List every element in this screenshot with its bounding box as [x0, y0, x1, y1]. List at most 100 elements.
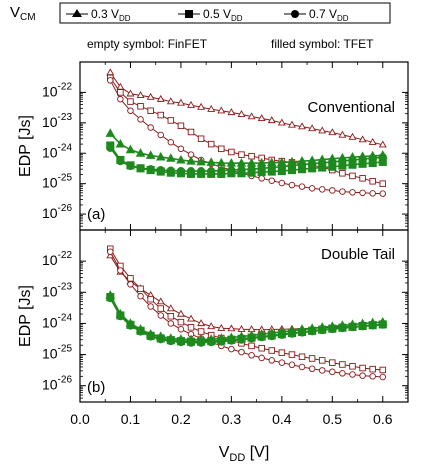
- data-point-tfet-0-7-vdd: [378, 153, 387, 162]
- data-point-finfet-0-5-vdd: [379, 180, 387, 187]
- x-axis-label: VDD [V]: [219, 444, 270, 464]
- data-point-finfet-0-3-vdd: [207, 104, 216, 112]
- data-point-finfet-0-5-vdd: [349, 363, 356, 370]
- data-point-tfet-0-7-vdd: [136, 164, 145, 173]
- data-point-finfet-0-3-vdd: [197, 319, 206, 327]
- panel-a-ylabel: EDP [Js]: [17, 115, 34, 177]
- data-point-finfet-0-7-vdd: [288, 361, 296, 369]
- data-point-finfet-0-5-vdd: [157, 111, 164, 119]
- data-point-tfet-0-7-vdd: [287, 161, 296, 170]
- data-point-finfet-0-3-vdd: [338, 130, 347, 138]
- data-point-finfet-0-7-vdd: [258, 175, 265, 182]
- data-point-tfet-0-7-vdd: [217, 337, 226, 346]
- data-point-finfet-0-7-vdd: [127, 281, 134, 288]
- data-point-tfet-0-7-vdd: [146, 332, 155, 341]
- data-point-finfet-0-3-vdd: [207, 322, 216, 330]
- data-point-tfet-0-3-vdd: [155, 151, 166, 161]
- data-point-finfet-0-7-vdd: [248, 352, 255, 359]
- series-line-tfet-0-7-vdd: [109, 147, 383, 172]
- data-point-finfet-0-3-vdd: [217, 323, 226, 331]
- data-point-tfet-0-7-vdd: [328, 157, 337, 166]
- data-point-finfet-0-3-vdd: [126, 89, 135, 97]
- data-point-finfet-0-5-vdd: [258, 344, 265, 352]
- data-point-finfet-0-5-vdd: [268, 347, 276, 354]
- circle-marker-icon: [291, 10, 299, 18]
- data-point-finfet-0-7-vdd: [157, 312, 164, 319]
- series-line-finfet-0-5-vdd: [109, 77, 383, 185]
- data-point-tfet-0-7-vdd: [176, 338, 185, 347]
- legend-title: VCM: [10, 4, 36, 23]
- data-point-finfet-0-7-vdd: [318, 367, 326, 374]
- data-point-tfet-0-3-vdd: [206, 157, 216, 166]
- data-point-finfet-0-5-vdd: [147, 107, 154, 114]
- data-point-tfet-0-7-vdd: [368, 321, 377, 330]
- data-point-finfet-0-7-vdd: [228, 345, 235, 353]
- data-point-finfet-0-5-vdd: [207, 140, 215, 148]
- data-point-finfet-0-7-vdd: [339, 188, 346, 195]
- data-point-finfet-0-7-vdd: [268, 357, 276, 364]
- data-point-finfet-0-5-vdd: [187, 128, 195, 136]
- data-point-tfet-0-7-vdd: [257, 164, 266, 173]
- legend-note-empty: empty symbol: FinFET: [87, 37, 208, 51]
- data-point-tfet-0-3-vdd: [115, 138, 126, 148]
- data-point-finfet-0-3-vdd: [348, 132, 357, 140]
- y-tick-label: 10-24: [42, 142, 72, 160]
- y-tick-label: 10-22: [42, 81, 72, 99]
- panel-a: Conventional (a) EDP [Js] 10-2210-2310-2…: [17, 61, 409, 231]
- series-line-tfet-0-3-vdd: [109, 294, 383, 341]
- data-point-finfet-0-7-vdd: [339, 370, 346, 377]
- data-point-tfet-0-7-vdd: [207, 338, 216, 347]
- data-point-tfet-0-3-vdd: [135, 148, 146, 157]
- data-point-finfet-0-5-vdd: [369, 365, 376, 373]
- data-point-finfet-0-7-vdd: [379, 373, 387, 381]
- data-point-finfet-0-5-vdd: [278, 349, 286, 356]
- data-point-finfet-0-5-vdd: [318, 357, 326, 364]
- data-point-tfet-0-7-vdd: [328, 324, 337, 334]
- data-point-finfet-0-3-vdd: [287, 120, 296, 128]
- data-point-tfet-0-7-vdd: [237, 335, 246, 344]
- data-point-tfet-0-7-vdd: [308, 159, 317, 168]
- series-line-finfet-0-3-vdd: [109, 255, 383, 331]
- data-point-finfet-0-7-vdd: [258, 354, 265, 362]
- data-point-finfet-0-7-vdd: [137, 292, 144, 300]
- data-point-finfet-0-7-vdd: [308, 365, 316, 373]
- data-point-tfet-0-7-vdd: [318, 158, 327, 168]
- data-point-finfet-0-7-vdd: [349, 371, 356, 378]
- x-tick-label: 0.2: [171, 411, 191, 427]
- data-point-tfet-0-7-vdd: [166, 166, 175, 175]
- data-point-tfet-0-3-vdd: [216, 157, 227, 167]
- square-marker-icon: [185, 10, 193, 18]
- data-point-tfet-0-3-vdd: [196, 156, 206, 166]
- data-point-finfet-0-7-vdd: [278, 179, 286, 187]
- data-point-finfet-0-3-vdd: [267, 116, 276, 124]
- panel-b-label: (b): [87, 379, 105, 396]
- data-point-tfet-0-3-vdd: [166, 153, 176, 162]
- data-point-finfet-0-7-vdd: [137, 116, 144, 123]
- panel-a-plot-area: [79, 62, 388, 230]
- data-point-tfet-0-7-vdd: [166, 337, 175, 346]
- series-line-finfet-0-5-vdd: [109, 248, 383, 371]
- data-point-finfet-0-5-vdd: [369, 178, 376, 185]
- y-tick-label: 10-22: [42, 250, 72, 268]
- panel-b-plot-area: [79, 230, 388, 402]
- data-point-tfet-0-3-vdd: [145, 150, 156, 159]
- panel-b-x-axis: 0.0 0.1 0.2 0.3 0.4 0.5 0.6: [70, 411, 392, 427]
- data-point-finfet-0-7-vdd: [107, 77, 114, 84]
- data-point-tfet-0-3-vdd: [105, 128, 116, 137]
- data-point-finfet-0-7-vdd: [278, 359, 286, 366]
- data-point-finfet-0-3-vdd: [227, 324, 236, 332]
- data-point-finfet-0-3-vdd: [378, 140, 387, 148]
- legend-entry-0.3vdd: 0.3 VDD: [66, 7, 131, 23]
- data-point-finfet-0-5-vdd: [359, 364, 366, 372]
- data-point-tfet-0-7-vdd: [156, 335, 165, 344]
- panel-a-title: Conventional: [307, 99, 395, 116]
- series-line-tfet-0-7-vdd: [109, 297, 383, 344]
- data-point-tfet-0-7-vdd: [308, 327, 317, 336]
- x-tick-label: 0.4: [272, 411, 292, 427]
- data-point-finfet-0-3-vdd: [227, 108, 236, 116]
- data-point-finfet-0-5-vdd: [117, 89, 124, 96]
- data-point-finfet-0-3-vdd: [156, 94, 165, 102]
- panel-b-title: Double Tail: [321, 246, 395, 263]
- data-point-finfet-0-5-vdd: [238, 151, 245, 158]
- data-point-finfet-0-5-vdd: [288, 351, 296, 358]
